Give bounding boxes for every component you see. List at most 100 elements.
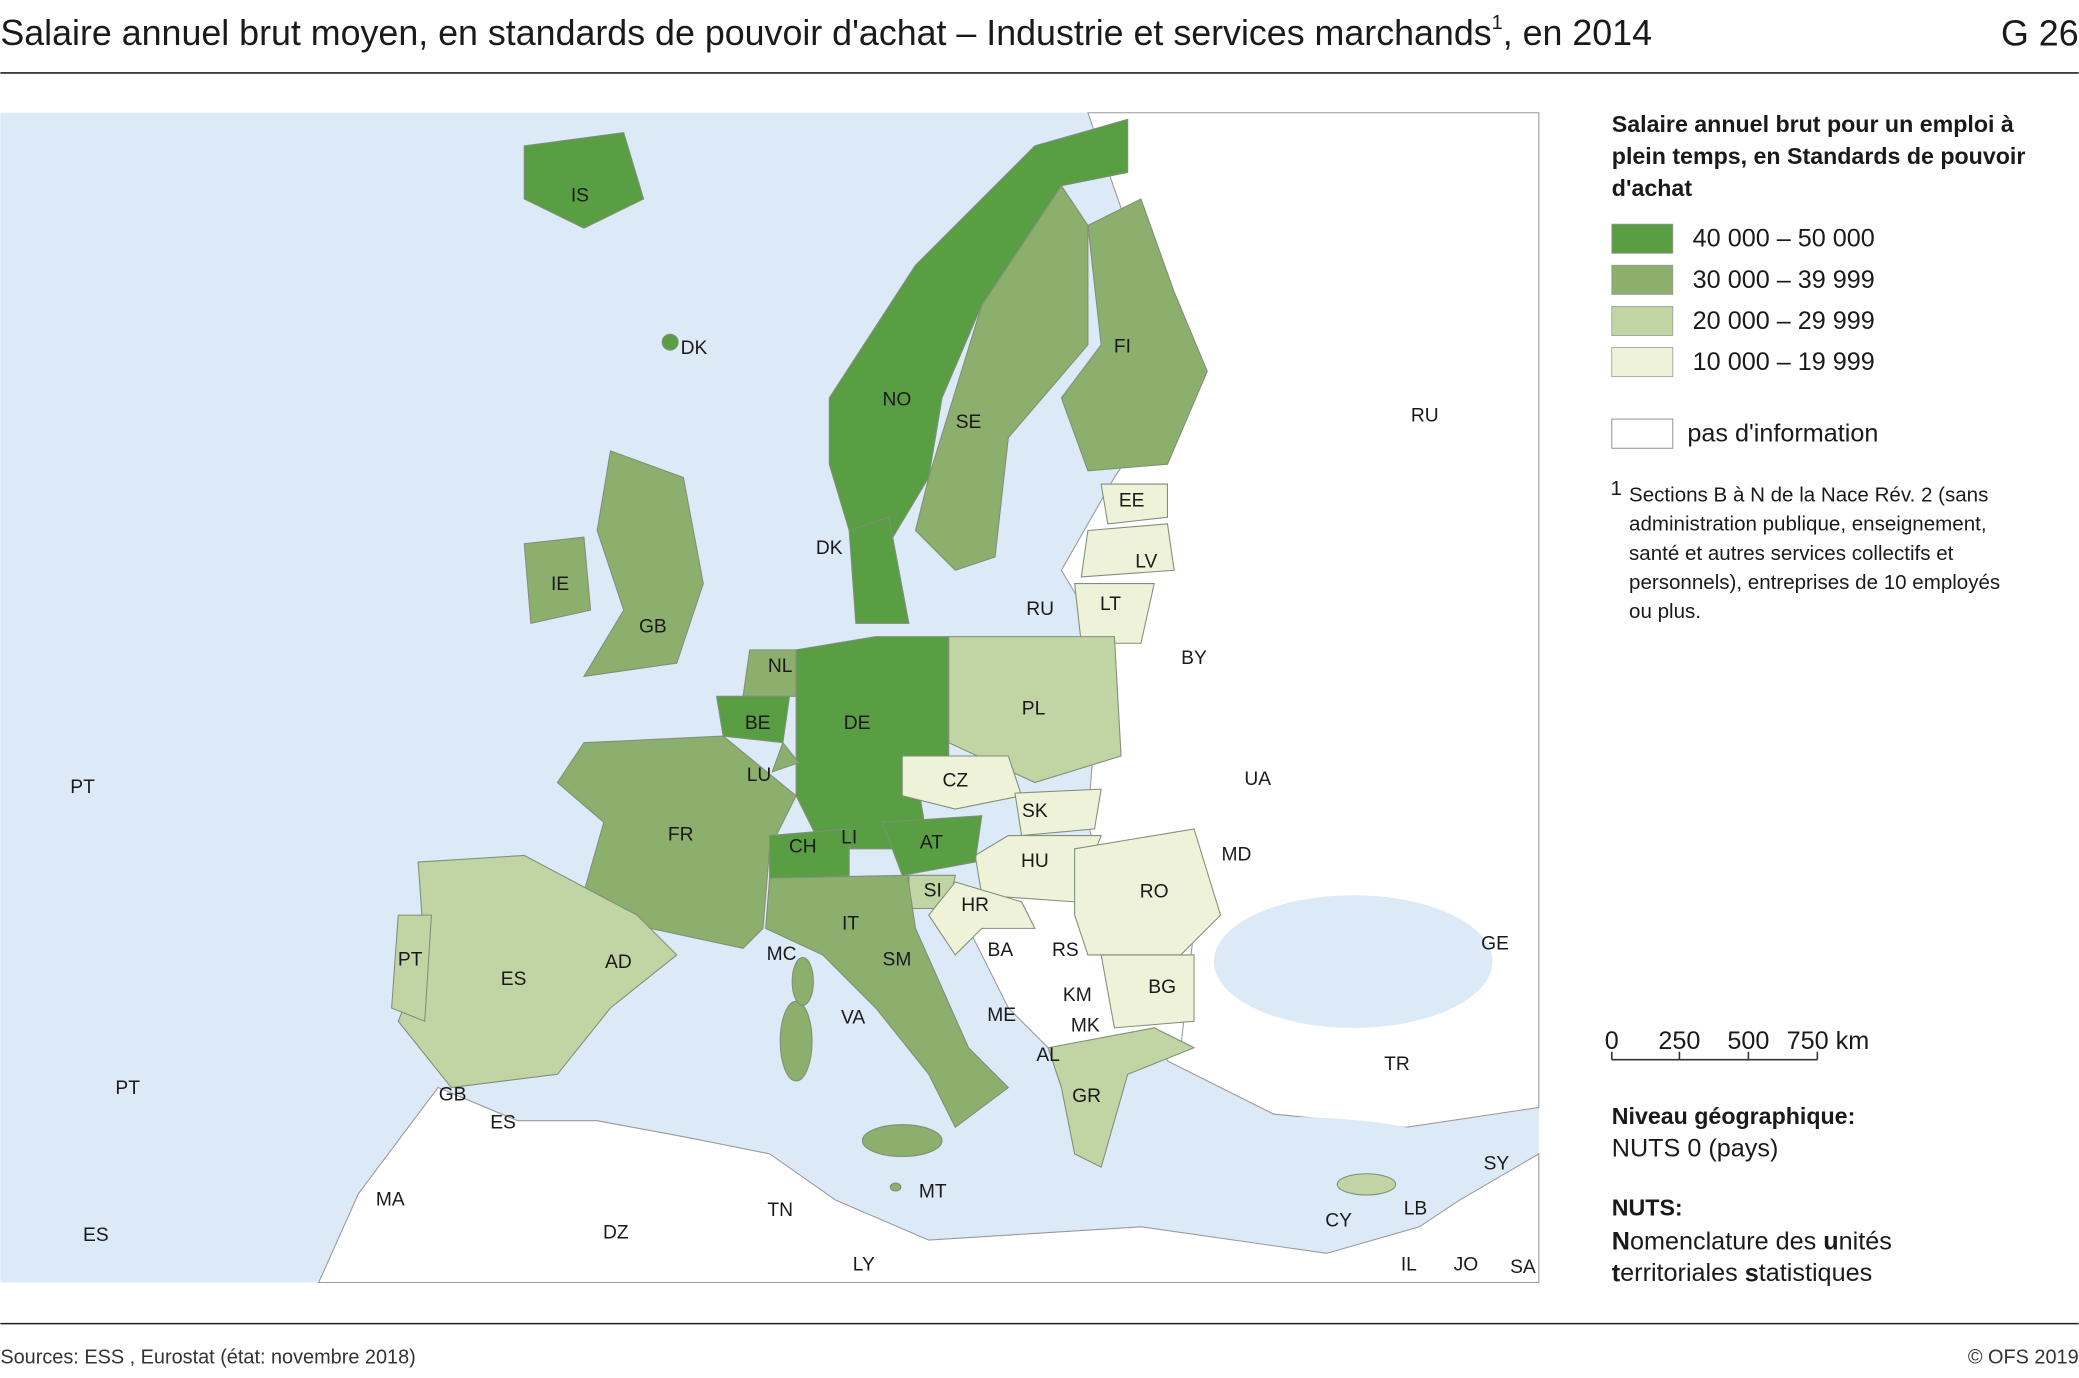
scale-label: 750 km	[1787, 1027, 1870, 1055]
country-label: LY	[853, 1254, 875, 1275]
country-label: RU	[1026, 599, 1054, 620]
country-label: IT	[842, 913, 859, 934]
nuts-line: Nomenclature des unités	[1612, 1227, 1892, 1255]
country-label: GE	[1481, 933, 1509, 954]
country	[779, 1000, 813, 1082]
country-label: GB	[639, 616, 667, 637]
nuts-line: territoriales statistiques	[1612, 1259, 1872, 1287]
country-label: DE	[844, 713, 871, 734]
country-label: RU	[1411, 406, 1439, 427]
legend-title: plein temps, en Standards de pouvoir	[1612, 143, 2026, 169]
country	[1080, 523, 1175, 578]
country-label: VA	[841, 1008, 865, 1029]
country-label: NO	[883, 390, 912, 411]
country-label: DK	[816, 538, 843, 559]
country-label: ME	[987, 1005, 1016, 1026]
nuts-title: NUTS:	[1612, 1195, 1683, 1221]
country-label: MK	[1071, 1016, 1100, 1037]
country-label: LB	[1404, 1199, 1428, 1220]
country-label: AT	[920, 833, 943, 854]
legend-swatch	[1611, 223, 1674, 254]
legend-title: d'achat	[1612, 175, 1693, 201]
footnote: Sections B à N de la Nace Rév. 2 (sans	[1629, 483, 1988, 506]
country	[1047, 1027, 1196, 1168]
country	[889, 1182, 902, 1192]
legend-swatch	[1611, 264, 1674, 295]
footnote: santé et autres services collectifs et	[1629, 542, 1954, 565]
country-label: PT	[115, 1078, 140, 1099]
scale-label: 500	[1727, 1027, 1769, 1055]
title-main: Salaire annuel brut moyen, en standards …	[0, 13, 1491, 53]
country-label: SK	[1022, 801, 1048, 822]
country-label: PT	[70, 777, 95, 798]
copyright: © OFS 2019	[1968, 1346, 2079, 1368]
black-sea	[1213, 895, 1493, 1028]
legend-label: pas d'information	[1687, 420, 1878, 448]
country	[1074, 583, 1155, 644]
country	[861, 1124, 943, 1158]
country-label: FI	[1114, 337, 1131, 358]
country-label: IS	[571, 185, 589, 206]
country-label: PL	[1022, 699, 1046, 720]
country	[771, 741, 800, 773]
country-label: NL	[768, 656, 793, 677]
country	[1014, 788, 1102, 837]
country-label: TR	[1384, 1054, 1410, 1075]
country-label: AD	[605, 952, 632, 973]
country	[556, 735, 797, 949]
med-east	[1114, 1116, 1433, 1165]
country	[769, 828, 850, 883]
title-suffix: , en 2014	[1503, 13, 1652, 53]
country-label: RO	[1140, 882, 1169, 903]
country-label: CH	[789, 837, 817, 858]
legend-title: Salaire annuel brut pour un emploi à	[1612, 111, 2014, 137]
country-label: ES	[83, 1225, 109, 1246]
country-label: MC	[767, 944, 797, 965]
title-note: 1	[1492, 12, 1503, 34]
country	[1336, 1173, 1397, 1196]
footnote: administration publique, enseignement,	[1629, 513, 1987, 536]
country-label: BY	[1181, 648, 1207, 669]
country-label: KM	[1063, 985, 1092, 1006]
country-label: DK	[681, 338, 708, 359]
country-label: BA	[988, 940, 1014, 961]
legend: Salaire annuel brut pour un emploi à plei…	[1605, 111, 2026, 1287]
legend-label: 10 000 – 19 999	[1693, 348, 1875, 376]
country-label: BE	[745, 713, 771, 734]
geo-level: NUTS 0 (pays)	[1612, 1135, 1779, 1163]
country-label: LT	[1100, 594, 1121, 615]
country-label: HR	[961, 895, 989, 916]
country-label: GR	[1072, 1086, 1101, 1107]
source: Sources: ESS , Eurostat (état: novembre …	[0, 1346, 415, 1368]
legend-label: 30 000 – 39 999	[1693, 266, 1875, 294]
country-label: LV	[1135, 551, 1157, 572]
geo-level-title: Niveau géographique:	[1612, 1103, 1856, 1129]
legend-label: 20 000 – 29 999	[1693, 307, 1875, 335]
country-label: MA	[376, 1189, 405, 1210]
map: IS DK NO SE FI EE LV LT RU BY PL DK NL BE DE LU FR CZ SK HU…	[0, 112, 1540, 1284]
country-labels: IS DK NO SE FI EE LV LT RU BY PL DK NL BE DE LU FR CZ SK HU…	[70, 185, 1536, 1278]
scale-label: 0	[1605, 1027, 1619, 1055]
country-label: SI	[924, 880, 942, 901]
country	[523, 132, 645, 229]
country-label: UA	[1244, 769, 1271, 790]
country-label: SY	[1484, 1154, 1510, 1175]
country	[661, 333, 679, 351]
title: Salaire annuel brut moyen, en standards …	[0, 12, 1652, 53]
country-label: CZ	[942, 770, 968, 791]
country	[881, 815, 983, 876]
country-label: RS	[1052, 940, 1079, 961]
country	[523, 536, 592, 624]
country-label: MT	[919, 1181, 947, 1202]
country-label: LU	[747, 765, 772, 786]
country-label: FR	[668, 825, 694, 846]
country-label: GB	[439, 1085, 467, 1106]
chart-id: G 26	[2001, 13, 2079, 53]
footnote: personnels), entreprises de 10 employés	[1629, 571, 2000, 594]
country	[848, 516, 910, 624]
country-label: CY	[1325, 1211, 1352, 1232]
legend-label: 40 000 – 50 000	[1693, 225, 1875, 253]
legend-swatch	[1611, 305, 1674, 336]
